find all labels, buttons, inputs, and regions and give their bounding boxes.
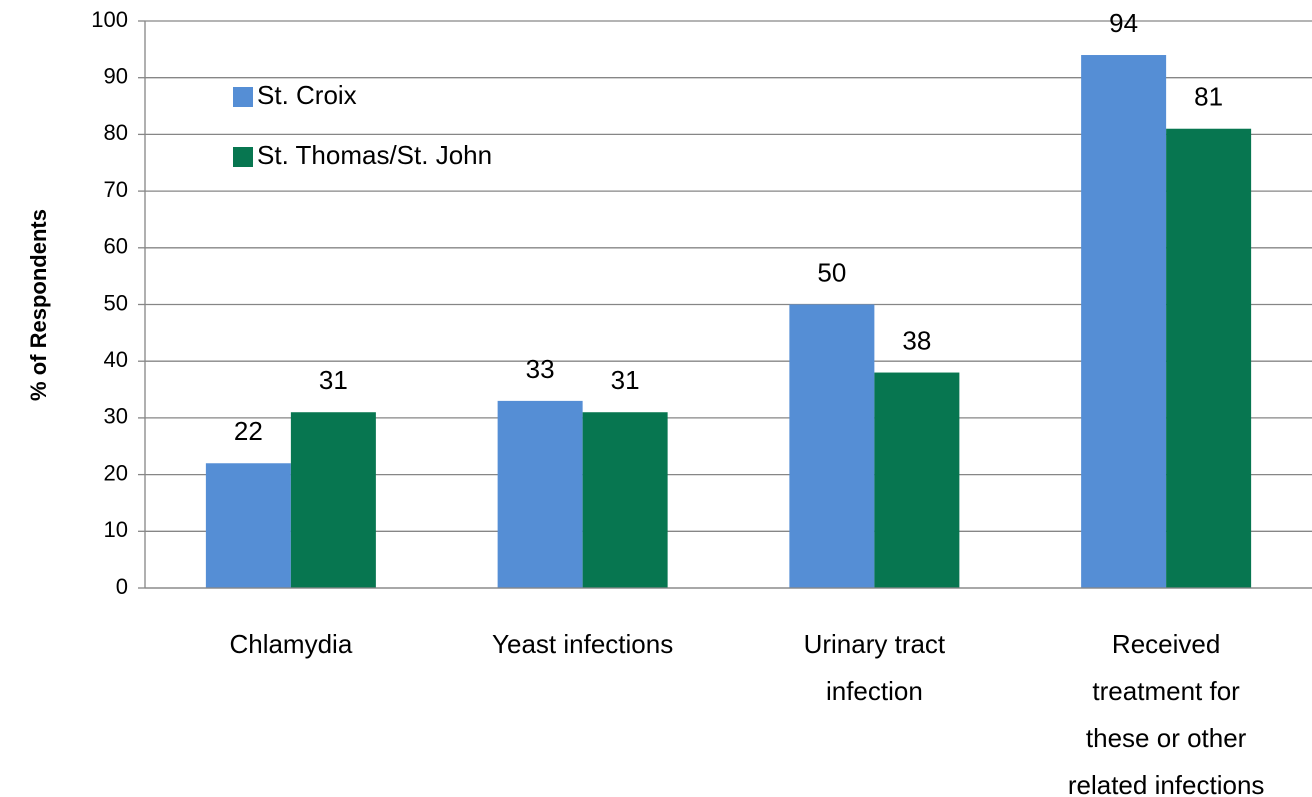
x-tick-label-box: Urinary tract infection (803, 629, 946, 706)
value-label: 31 (319, 365, 348, 395)
bar (1081, 55, 1167, 588)
value-label: 38 (902, 325, 931, 355)
value-label: 81 (1194, 82, 1223, 112)
bar (290, 412, 376, 588)
x-tick-label-box: Received treatment for these or other re… (1067, 629, 1265, 797)
x-tick-label: Chlamydia (229, 629, 353, 659)
value-label: 50 (817, 257, 846, 287)
x-tick-label: Received treatment for these or other re… (1067, 629, 1265, 797)
y-tick-label: 10 (104, 517, 128, 542)
value-label: 33 (526, 354, 555, 384)
x-tick-label-box: Yeast infections (492, 629, 674, 659)
bar (789, 304, 875, 588)
x-tick-label: Yeast infections (492, 629, 674, 659)
x-tick-label-box: Chlamydia (229, 629, 353, 659)
bar (205, 463, 291, 588)
y-tick-label: 50 (104, 290, 128, 315)
y-tick-label: 60 (104, 234, 128, 259)
y-tick-label: 30 (104, 404, 128, 429)
bar (1166, 128, 1252, 589)
y-axis-label: % of Respondents (26, 209, 51, 401)
legend-label: St. Croix (257, 80, 357, 110)
value-label: 22 (234, 416, 263, 446)
bar (582, 412, 668, 588)
y-tick-label: 20 (104, 460, 128, 485)
legend-swatch (233, 147, 253, 167)
legend-swatch (233, 87, 253, 107)
y-tick-label: 40 (104, 347, 128, 372)
bar (874, 372, 960, 588)
value-label: 94 (1109, 8, 1138, 38)
x-tick-label: Urinary tract infection (803, 629, 946, 706)
y-tick-label: 70 (104, 177, 128, 202)
legend-label: St. Thomas/St. John (257, 140, 492, 170)
y-tick-label: 100 (91, 7, 128, 32)
bar (497, 400, 583, 588)
y-tick-label: 80 (104, 120, 128, 145)
y-tick-label: 0 (116, 574, 128, 599)
y-tick-label: 90 (104, 64, 128, 89)
value-label: 31 (611, 365, 640, 395)
